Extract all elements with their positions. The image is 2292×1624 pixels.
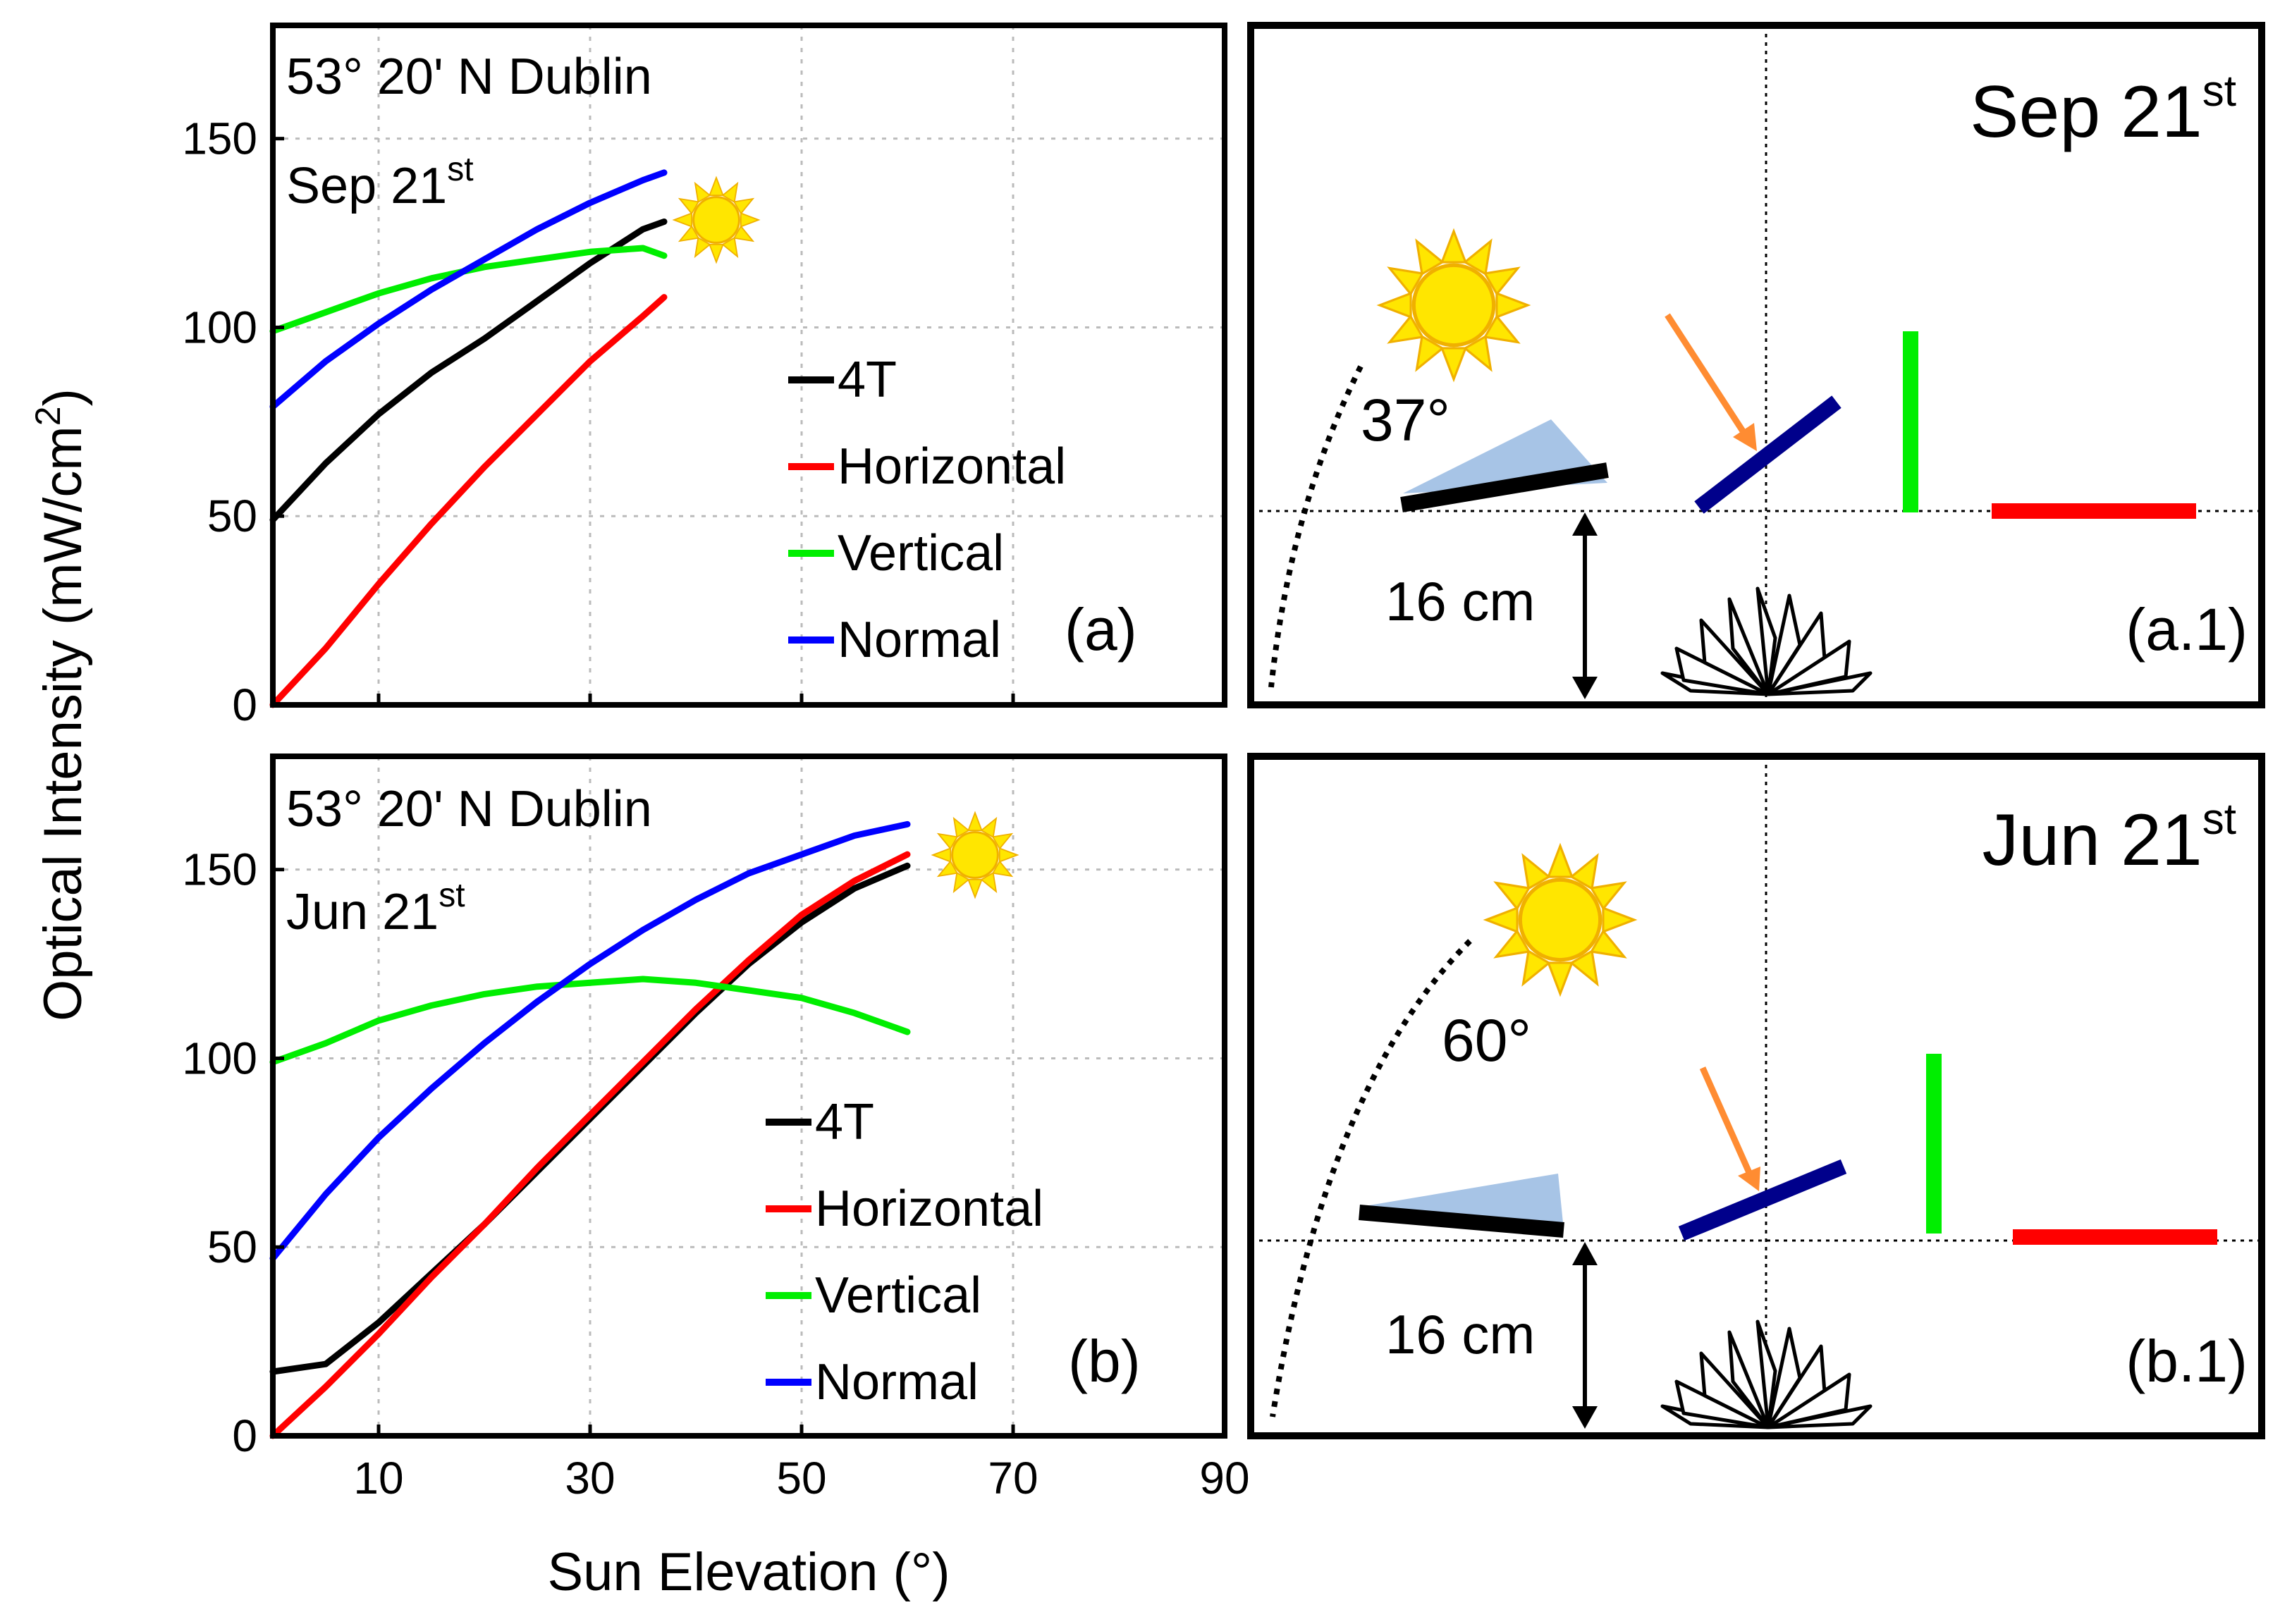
normal-panel [1694, 395, 1841, 514]
y-tick-label: 150 [182, 844, 257, 895]
sun-angle-label-a1: 37° [1361, 387, 1450, 453]
arrow-head-down [1572, 677, 1598, 699]
x-ticks-b [376, 1425, 1227, 1436]
panel-label-b1: (b.1) [2126, 1328, 2248, 1394]
y-tick-labels-a: 0 50 100 150 [182, 113, 257, 730]
height-label-a1: 16 cm [1385, 570, 1535, 632]
tracker-wedge [1361, 1174, 1564, 1230]
plot-frame-a [270, 23, 1227, 708]
series-line-vertical [269, 976, 911, 1066]
y-tick-label: 50 [207, 1222, 257, 1272]
diagram-title-a1: Sep 21st [1970, 67, 2236, 153]
diagram-title-b1: Jun 21st [1982, 795, 2237, 881]
series-line-vertical [269, 245, 668, 335]
y-tick-label: 100 [182, 1033, 257, 1083]
series-line-normal [269, 820, 911, 1262]
tracker-panel-4T [1359, 1205, 1564, 1238]
light-source-icon [1662, 589, 1870, 694]
sunlight-arrow [1665, 313, 1753, 444]
diagram-a1: Sep 21st 37° 16 cm (a.1) [1247, 22, 2265, 708]
panel-label-a: (a) [1065, 596, 1137, 663]
diagram-b1: Jun 21st 60° 16 cm (b.1) [1247, 753, 2265, 1439]
x-tick-label: 10 [353, 1453, 403, 1503]
height-label-b1: 16 cm [1385, 1303, 1535, 1365]
legend-label-4T: 4T [838, 352, 897, 408]
y-tick-label: 150 [182, 113, 257, 164]
grid-b [273, 756, 1225, 1436]
legend-label-horizontal: Horizontal [838, 438, 1066, 495]
series-line-4t [269, 219, 668, 524]
x-axis-title: Sun Elevation (°) [547, 1542, 950, 1602]
location-label-a: 53° 20' N Dublin [286, 49, 652, 105]
date-label-a: Sep 21st [286, 151, 474, 214]
legend-label-vertical: Vertical [838, 525, 1004, 582]
panel-label-b: (b) [1068, 1328, 1141, 1394]
sun-icon [931, 811, 1019, 899]
sun-angle-label-b1: 60° [1442, 1007, 1531, 1074]
x-tick-label: 30 [565, 1453, 615, 1503]
y-tick-label: 50 [207, 491, 257, 541]
legend-label-vertical: Vertical [815, 1267, 981, 1324]
series-line-normal [269, 169, 668, 410]
legend-label-normal: Normal [815, 1354, 979, 1410]
y-tick-labels-b: 0 50 100 150 [182, 844, 257, 1461]
location-label-b: 53° 20' N Dublin [286, 781, 652, 837]
panel-label-a1: (a.1) [2126, 596, 2248, 663]
sun-icon [1380, 231, 1528, 379]
chart-b: 0 50 100 150 10 30 50 70 90 53° 20' N Dublin Ju… [182, 753, 1250, 1503]
date-label-b: Jun 21st [286, 877, 465, 940]
tracker-panel-4T [1400, 462, 1609, 512]
y-tick-label: 100 [182, 302, 257, 352]
x-tick-label: 50 [776, 1453, 826, 1503]
diagram-frame-a1 [1247, 22, 2265, 708]
series-a [269, 169, 668, 708]
x-tick-label: 90 [1199, 1453, 1249, 1503]
arrow-head [1738, 1167, 1760, 1191]
x-ticks-a [376, 694, 1227, 705]
arrow-head [1733, 423, 1757, 451]
y-ticks-b [273, 868, 284, 1438]
sun-icon [673, 176, 760, 264]
sun-path-arc [1268, 365, 1363, 688]
light-source-icon [1662, 1322, 1870, 1427]
series-b [269, 820, 911, 1439]
series-line-horizontal [269, 294, 668, 708]
y-ticks-a [273, 137, 284, 707]
sun-icon [1486, 846, 1634, 994]
legend-b: 4T Horizontal Vertical Normal [766, 1094, 1043, 1410]
sunlight-arrow [1699, 1066, 1757, 1183]
plot-frame-b [270, 753, 1227, 1439]
arrow-head-up [1572, 1242, 1598, 1265]
y-axis-title: Optical Intensity (mW/cm2) [28, 388, 93, 1021]
x-tick-label: 70 [988, 1453, 1038, 1503]
grid-a [273, 25, 1225, 705]
series-line-horizontal [269, 851, 911, 1439]
y-tick-label: 0 [232, 1410, 257, 1461]
legend-label-normal: Normal [838, 612, 1001, 668]
x-tick-labels-b: 10 30 50 70 90 [353, 1453, 1249, 1503]
legend-label-4T: 4T [815, 1094, 874, 1150]
y-tick-label: 0 [232, 679, 257, 730]
legend-a: 4T Horizontal Vertical Normal [788, 352, 1066, 668]
legend-label-horizontal: Horizontal [815, 1181, 1043, 1237]
chart-a: 0 50 100 150 53° 20' N Dublin Sep 21st 4T H… [182, 23, 1227, 730]
arrow-head-up [1572, 512, 1598, 536]
arrow-head-down [1572, 1406, 1598, 1429]
normal-panel [1678, 1159, 1847, 1241]
diagram-frame-b1 [1247, 753, 2265, 1439]
